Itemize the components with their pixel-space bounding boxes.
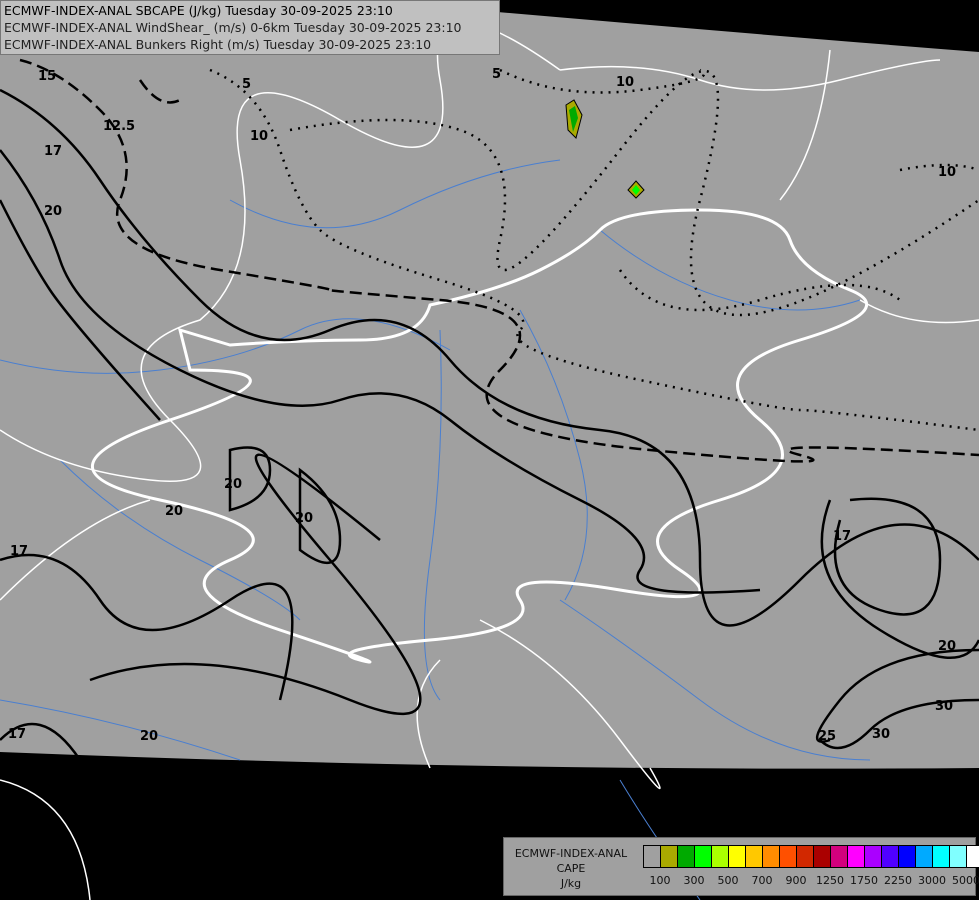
cape-cells <box>565 99 645 199</box>
contour-labels: 15 12.5 17 20 5 10 5 10 10 20 20 20 17 2… <box>8 67 956 744</box>
contour-label: 20 <box>140 729 158 744</box>
contour-label: 20 <box>224 477 242 492</box>
header-line-bunkers: ECMWF-INDEX-ANAL Bunkers Right (m/s) Tue… <box>4 37 432 52</box>
contour-label: 5 <box>492 67 501 82</box>
legend-tick-label: 5000 <box>952 874 979 887</box>
cape-cell <box>569 106 578 132</box>
contour-label: 17 <box>833 529 851 544</box>
legend-swatch <box>882 846 899 867</box>
contour-label: 10 <box>616 75 634 90</box>
contour-label: 20 <box>938 639 956 654</box>
contour-label: 15 <box>38 69 56 84</box>
legend-swatch <box>763 846 780 867</box>
legend-swatch <box>950 846 967 867</box>
legend-swatch <box>729 846 746 867</box>
legend-tick-label: 900 <box>785 874 807 887</box>
legend-tick-label: 1750 <box>850 874 878 887</box>
hungary-border <box>91 208 869 664</box>
cape-cell <box>632 185 640 195</box>
legend-swatch <box>814 846 831 867</box>
contour-label: 10 <box>250 129 268 144</box>
legend-swatch <box>780 846 797 867</box>
legend-swatch <box>899 846 916 867</box>
legend-color-scale <box>643 845 979 868</box>
legend-swatch <box>661 846 678 867</box>
contour-label: 20 <box>295 511 313 526</box>
legend-swatch <box>797 846 814 867</box>
contour-label: 17 <box>44 144 62 159</box>
contour-label: 30 <box>872 727 890 742</box>
legend-swatch <box>916 846 933 867</box>
legend-tick-label: 700 <box>751 874 773 887</box>
cape-legend: ECMWF-INDEX-ANAL CAPE J/kg 100 300 500 700 9… <box>503 837 979 896</box>
legend-swatch <box>678 846 695 867</box>
legend-swatch <box>933 846 950 867</box>
legend-swatch <box>848 846 865 867</box>
header-line-sbcape: ECMWF-INDEX-ANAL SBCAPE (J/kg) Tuesday 3… <box>4 3 393 18</box>
bunkers-dotted-contours <box>209 68 979 432</box>
legend-swatch <box>967 846 979 867</box>
country-borders <box>0 21 979 900</box>
legend-tick-label: 500 <box>717 874 739 887</box>
legend-tick-label: 100 <box>649 874 671 887</box>
windshear-contours <box>0 88 979 761</box>
legend-tick-label: 300 <box>683 874 705 887</box>
legend-swatch <box>746 846 763 867</box>
legend-swatch <box>712 846 729 867</box>
bunkers-dashed-contours <box>19 58 979 463</box>
legend-model: ECMWF-INDEX-ANAL <box>514 847 628 860</box>
contour-label: 30 <box>935 699 953 714</box>
contour-label: 17 <box>10 544 28 559</box>
legend-swatch <box>695 846 712 867</box>
contour-label: 12.5 <box>103 119 135 134</box>
contour-label: 20 <box>44 204 62 219</box>
header-line-windshear: ECMWF-INDEX-ANAL WindShear_ (m/s) 0-6km … <box>4 20 462 35</box>
legend-tick-label: 1250 <box>816 874 844 887</box>
legend-swatch <box>865 846 882 867</box>
legend-tick-label: 2250 <box>884 874 912 887</box>
legend-swatch <box>831 846 848 867</box>
legend-ticks: 100 300 500 700 900 1250 1750 2250 3000 5000 <box>643 874 979 890</box>
legend-swatch <box>644 846 661 867</box>
contour-label: 20 <box>165 504 183 519</box>
contour-label: 17 <box>8 727 26 742</box>
map-header: ECMWF-INDEX-ANAL SBCAPE (J/kg) Tuesday 3… <box>0 0 500 55</box>
contour-label: 10 <box>938 165 956 180</box>
contour-label: 5 <box>242 77 251 92</box>
legend-field: CAPE <box>556 862 586 875</box>
contour-label: 25 <box>818 729 836 744</box>
legend-title: ECMWF-INDEX-ANAL CAPE J/kg <box>506 846 636 891</box>
legend-tick-label: 3000 <box>918 874 946 887</box>
legend-unit: J/kg <box>560 877 582 890</box>
